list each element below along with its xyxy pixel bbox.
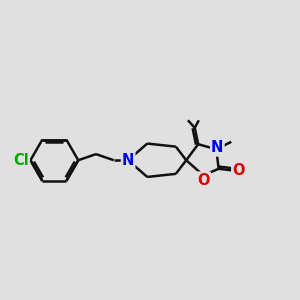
- Text: O: O: [197, 172, 210, 188]
- Text: N: N: [122, 153, 134, 168]
- Text: N: N: [211, 140, 224, 155]
- Text: Cl: Cl: [13, 153, 29, 168]
- Text: O: O: [232, 163, 245, 178]
